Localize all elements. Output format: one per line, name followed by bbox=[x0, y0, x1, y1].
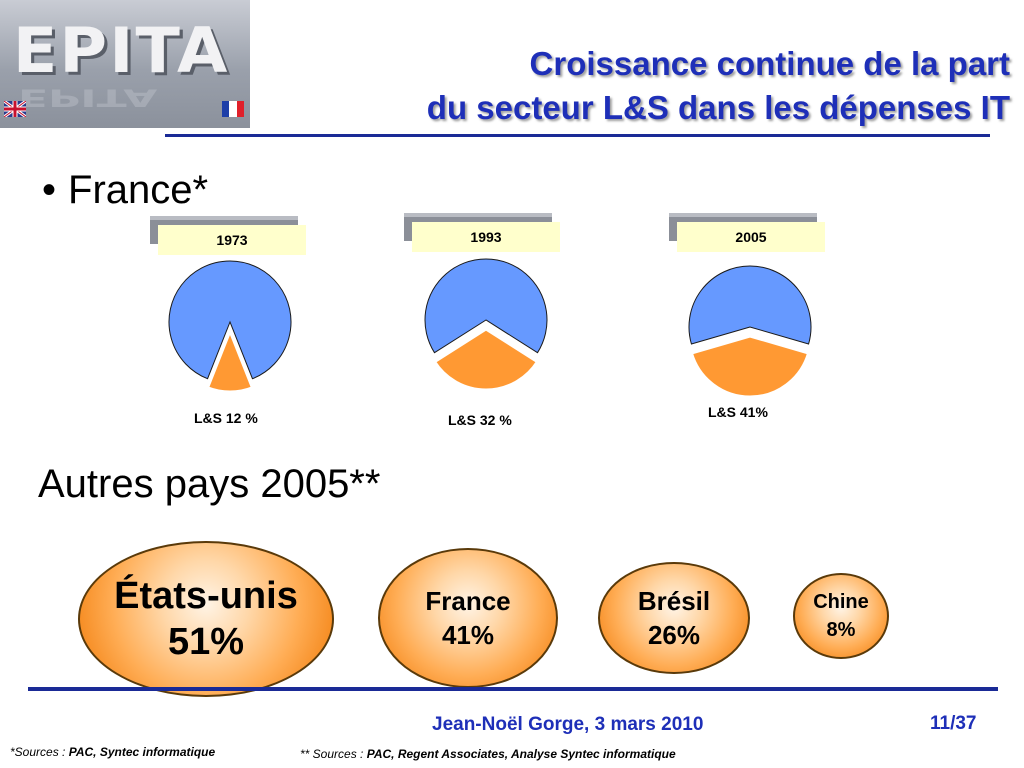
year-label-1993: 1993 bbox=[470, 229, 502, 245]
bubble-value: 51% bbox=[167, 621, 245, 663]
source-note-2-prefix: ** Sources : bbox=[300, 747, 367, 761]
title-line-1: Croissance continue de la part bbox=[529, 45, 1010, 82]
bubble-france: France 41% bbox=[378, 548, 558, 688]
bubble-value: 8% bbox=[826, 619, 856, 641]
page-title: Croissance continue de la part du secteu… bbox=[427, 42, 1010, 130]
logo-reflection: EPITA bbox=[18, 83, 158, 112]
section-france-heading: • France* bbox=[42, 168, 208, 213]
year-card-1993: 1993 bbox=[404, 213, 560, 252]
page-number: 11/37 bbox=[930, 713, 977, 734]
pie-slice-other-1993 bbox=[424, 258, 548, 354]
source-note-1-body: PAC, Syntec informatique bbox=[68, 745, 216, 759]
bubble-bresil: Brésil 26% bbox=[598, 562, 750, 674]
bottom-divider bbox=[28, 687, 998, 691]
logo-text: EPITA bbox=[12, 14, 230, 87]
top-divider bbox=[165, 134, 990, 137]
source-note-1: *Sources : PAC, Syntec informatique bbox=[10, 745, 215, 759]
pie-caption-1973: L&S 12 % bbox=[194, 410, 258, 426]
french-flag-icon[interactable] bbox=[222, 101, 244, 117]
bubble-etats-unis: États-unis 51% bbox=[78, 541, 334, 697]
section-other-countries-heading: Autres pays 2005** bbox=[38, 462, 381, 506]
bubble-chine: Chine 8% bbox=[793, 573, 889, 659]
year-label-box: 2005 bbox=[677, 222, 825, 252]
year-label-box: 1973 bbox=[158, 225, 306, 255]
pie-slice-ls-1993 bbox=[432, 327, 540, 392]
pie-slice-other-2005 bbox=[688, 265, 812, 345]
uk-flag-icon[interactable] bbox=[4, 101, 26, 117]
pie-caption-1993: L&S 32 % bbox=[448, 412, 512, 428]
pie-slice-other-1973 bbox=[168, 260, 292, 380]
epita-logo: EPITA EPITA bbox=[0, 0, 250, 128]
bubble-label: France bbox=[425, 586, 511, 616]
year-label-1973: 1973 bbox=[216, 232, 248, 248]
year-label-2005: 2005 bbox=[735, 229, 767, 245]
source-note-2-body: PAC, Regent Associates, Analyse Syntec i… bbox=[366, 747, 676, 761]
source-note-1-prefix: *Sources : bbox=[10, 745, 69, 759]
bullet-icon: • bbox=[42, 168, 57, 212]
section-france-label: France* bbox=[68, 168, 209, 212]
pie-caption-2005: L&S 41% bbox=[708, 404, 768, 420]
bubble-value: 41% bbox=[441, 620, 495, 650]
pie-slice-ls-1973 bbox=[205, 326, 255, 394]
bubble-label: Chine bbox=[813, 591, 869, 613]
source-note-2: ** Sources : PAC, Regent Associates, Ana… bbox=[300, 747, 676, 761]
year-label-box: 1993 bbox=[412, 222, 560, 252]
bubble-value: 26% bbox=[647, 620, 701, 650]
year-card-1973: 1973 bbox=[150, 216, 306, 255]
bubble-label: Brésil bbox=[637, 586, 711, 616]
bubble-label: États-unis bbox=[114, 575, 298, 617]
pie-slice-ls-2005 bbox=[689, 334, 811, 399]
year-card-2005: 2005 bbox=[669, 213, 825, 252]
footer-author: Jean-Noël Gorge, 3 mars 2010 bbox=[432, 714, 704, 735]
title-line-2: du secteur L&S dans les dépenses IT bbox=[426, 89, 1010, 126]
